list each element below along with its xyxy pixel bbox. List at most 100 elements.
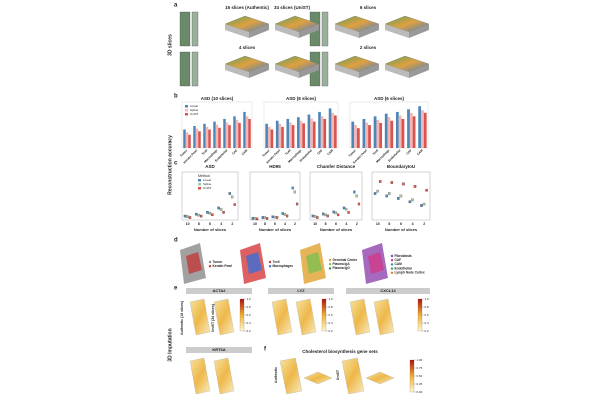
box-median	[311, 214, 314, 218]
caption: 16 slices (Authentic)	[225, 5, 269, 10]
tissue-block-side	[249, 64, 269, 78]
box-median	[326, 214, 329, 218]
tissue-block-side	[359, 64, 379, 78]
bar	[291, 125, 295, 148]
colorbar	[239, 298, 245, 332]
bar	[379, 122, 383, 148]
x-tick-label: 6	[335, 222, 337, 226]
bar	[302, 123, 305, 148]
caption: 4 slices	[239, 45, 256, 50]
tissue-image	[186, 252, 202, 274]
colorbar-tick-label: 0.4	[425, 321, 430, 325]
category-label: CAM	[326, 148, 334, 156]
box-median	[263, 216, 266, 219]
box-median	[388, 192, 391, 195]
chart-title: ASD (8 slices)	[286, 96, 317, 101]
box-median	[251, 217, 254, 220]
colorbar-tick-label: 0.50	[417, 374, 423, 378]
box-median	[211, 213, 214, 217]
box-median	[425, 188, 428, 192]
tissue-block-side	[385, 24, 409, 38]
bar	[365, 122, 369, 148]
category-label: Tcell	[372, 148, 380, 156]
x-tick-label: 6	[274, 222, 276, 226]
legend-label: Plasma IgG	[333, 266, 351, 270]
legend-dot	[328, 267, 332, 270]
colorbar	[409, 359, 415, 393]
colorbar-tick-label: 0.00	[417, 390, 423, 394]
chart-title: ASD (6 slices)	[374, 96, 405, 101]
side-label: 3D Imputation	[167, 328, 173, 361]
gene-name: LYZ	[297, 288, 305, 293]
x-tick-label: 8	[325, 222, 327, 226]
box-median	[324, 213, 327, 217]
box-median	[281, 212, 284, 215]
box-median	[411, 198, 414, 202]
chart-frame	[181, 171, 239, 221]
legend-swatch	[198, 183, 201, 186]
box-median	[273, 215, 276, 219]
category-label: CAM	[241, 148, 249, 156]
chart-title: Chamfer Distance	[317, 164, 356, 169]
expression-slab	[295, 298, 317, 336]
box-median	[276, 216, 279, 219]
expression-slab	[279, 357, 303, 395]
side-label: Reconstruction accuracy	[167, 135, 173, 195]
expression-slab	[189, 298, 211, 336]
box-median	[420, 204, 423, 207]
box-median	[217, 206, 220, 210]
legend-label: CAF	[395, 258, 402, 262]
expression-slab	[373, 298, 395, 336]
slice-strip	[179, 11, 191, 47]
bar	[195, 128, 199, 148]
expression-slab	[271, 298, 293, 336]
legend-dot	[390, 271, 394, 274]
bar	[281, 126, 284, 148]
x-axis-label: Number of slices	[320, 227, 353, 232]
row-label: Authentic	[274, 367, 278, 383]
box-median	[256, 217, 259, 221]
box-median	[286, 214, 289, 218]
box-median	[373, 192, 377, 195]
colorbar-tick-label: 0.6	[247, 313, 252, 317]
legend-title: Method	[198, 174, 210, 178]
legend-label: Endothelial	[395, 266, 412, 270]
x-tick-label: 10	[253, 222, 257, 226]
bar	[245, 116, 249, 148]
bar	[307, 114, 311, 148]
box-median	[422, 202, 426, 206]
row-label: UniST	[336, 369, 340, 380]
legend-label: Macrophages	[273, 264, 294, 268]
box-median	[313, 215, 317, 218]
bar	[248, 118, 251, 148]
x-tick-label: 8	[198, 222, 200, 226]
tissue-block-side	[335, 24, 359, 38]
bar	[373, 116, 377, 148]
chart-title: BoundaryIoU	[387, 164, 415, 169]
box-median	[219, 208, 223, 211]
bar	[320, 116, 324, 148]
chart-title: ASD	[205, 164, 215, 169]
legend-dot	[390, 263, 394, 266]
category-label: CAF	[405, 148, 412, 155]
gene-header	[186, 347, 252, 353]
legend-label: Spline	[190, 108, 199, 112]
box-median	[233, 203, 236, 206]
bar	[312, 121, 316, 148]
legend-dot	[390, 254, 394, 258]
chart-frame	[309, 171, 363, 221]
x-tick-label: 8	[264, 222, 266, 226]
row-label: Authentic (16 slices)	[180, 301, 184, 335]
bar	[225, 122, 229, 148]
box-median	[357, 202, 361, 206]
bar	[278, 123, 282, 148]
box-median	[188, 216, 192, 219]
bar	[265, 123, 268, 148]
box-median	[296, 202, 299, 206]
x-tick-label: 2	[294, 222, 296, 226]
category-label: Tumor	[261, 148, 271, 158]
bar	[395, 111, 399, 148]
colorbar-tick-label: 0.8	[425, 305, 430, 309]
bar	[243, 111, 246, 148]
